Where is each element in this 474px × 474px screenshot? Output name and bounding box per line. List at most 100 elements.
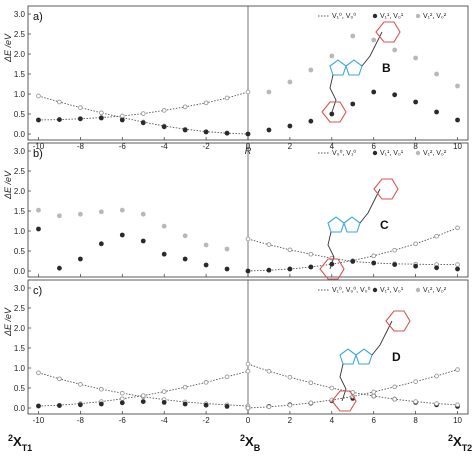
data-point [413, 55, 419, 61]
x-tick-label: 6 [371, 416, 376, 425]
series-filled-light [266, 33, 460, 95]
data-point [161, 400, 167, 405]
x-tick-label: 0 [246, 416, 251, 425]
y-tick-label: 1.5 [14, 207, 26, 216]
legend-entry: V₁⁰, V₀⁰, V₀⁰ [332, 286, 371, 294]
y-tick-label: 3.0 [14, 147, 26, 156]
data-point-open [98, 110, 104, 116]
panel-label: c) [33, 285, 42, 297]
thiophene-ring [343, 216, 361, 233]
data-point-open [371, 389, 377, 395]
svg-text:2XT1: 2XT1 [8, 433, 32, 453]
legend-light-marker [415, 150, 421, 156]
linker-chain [359, 188, 381, 224]
data-point-open [36, 93, 41, 99]
data-point [266, 127, 272, 133]
data-point [98, 115, 104, 121]
data-point [224, 246, 230, 252]
data-point-open [455, 402, 460, 408]
data-point [98, 241, 104, 247]
data-point-open [329, 385, 335, 391]
data-point [77, 116, 83, 122]
data-point [57, 403, 62, 408]
data-point-open [434, 373, 439, 379]
data-point-open [98, 386, 104, 392]
data-point [140, 211, 146, 217]
data-point [392, 47, 398, 53]
data-point-open [287, 402, 293, 408]
data-point [224, 266, 230, 272]
data-point [392, 262, 398, 267]
x-tick-label: 4 [330, 416, 335, 425]
nitroxide-ring [385, 310, 411, 332]
data-point [203, 402, 209, 408]
x-tick-label: 4 [330, 142, 335, 151]
data-point [119, 400, 125, 406]
legend-light-marker [415, 287, 421, 293]
molecule-structure: D [331, 310, 411, 412]
data-point-open [140, 393, 146, 398]
data-point [161, 223, 167, 229]
data-point [413, 263, 419, 269]
data-point-open [434, 401, 439, 406]
x-tick-label: -8 [77, 142, 85, 151]
x-tick-label: 2 [288, 142, 293, 151]
thiophene-ring [345, 59, 363, 76]
data-point-open [266, 242, 272, 247]
data-point [224, 130, 230, 136]
nitroxide-ring [319, 258, 345, 280]
data-point [287, 123, 293, 129]
data-point-open [182, 384, 188, 390]
data-point-open [266, 368, 272, 374]
data-point [413, 99, 419, 105]
data-point [57, 213, 62, 219]
legend-entry: V₁², V₀² [423, 13, 447, 20]
data-point [434, 71, 439, 77]
data-point-open [161, 389, 167, 394]
data-point [434, 109, 439, 115]
legend-entry: V₀⁰, V₁⁰ [332, 149, 356, 157]
panel-label: b) [33, 148, 43, 160]
y-tick-label: 0.0 [14, 404, 26, 413]
data-point-open [455, 367, 460, 372]
data-point [140, 120, 146, 126]
y-axis-title: ΔE /eV [3, 33, 13, 63]
data-point [371, 89, 377, 95]
data-point [329, 53, 335, 59]
data-point-open [287, 247, 293, 253]
data-point [371, 260, 377, 266]
data-point-open [78, 382, 83, 387]
series-filled-dark [36, 226, 460, 274]
data-point-open [245, 361, 251, 367]
data-point [182, 256, 188, 262]
series-dotted-line-open [36, 89, 251, 137]
data-point [203, 129, 209, 135]
y-tick-label: 2.0 [14, 187, 26, 196]
x-tick-label: -10 [33, 416, 45, 425]
data-point [455, 266, 460, 272]
data-point [329, 111, 335, 117]
legend-dark-marker [372, 287, 378, 293]
x-tick-label: 8 [413, 416, 418, 425]
data-point [308, 264, 314, 270]
legend-dark-marker [372, 150, 378, 156]
y-tick-label: 0.0 [14, 130, 26, 139]
thiophene-ring [339, 348, 357, 365]
legend-entry: V₁⁰, V₀⁰ [332, 12, 356, 20]
svg-text:2XT2: 2XT2 [448, 433, 472, 453]
legend: V₁⁰, V₀⁰, V₀⁰ V₁¹, V₀¹ V₁², V₀² [318, 286, 447, 294]
data-point [224, 404, 230, 409]
legend-entry: V₁², V₀² [423, 150, 447, 157]
series-filled-light [36, 207, 230, 252]
data-point [308, 67, 314, 73]
data-point [140, 238, 146, 244]
linker-chain [339, 363, 347, 402]
x-tick-label: 6 [371, 142, 376, 151]
data-point-open [455, 225, 460, 231]
panels: 0.0 0.5 1.0 1.5 2.0 2.5 3.0 ΔE /eV -10 -8 -6 -4 -2 0 2… [3, 5, 469, 425]
data-point-open [434, 233, 439, 239]
x-tick-label: -8 [77, 416, 85, 425]
data-point-open [203, 100, 209, 106]
nitroxide-ring [331, 390, 357, 412]
x-tick-label: -2 [203, 142, 211, 151]
